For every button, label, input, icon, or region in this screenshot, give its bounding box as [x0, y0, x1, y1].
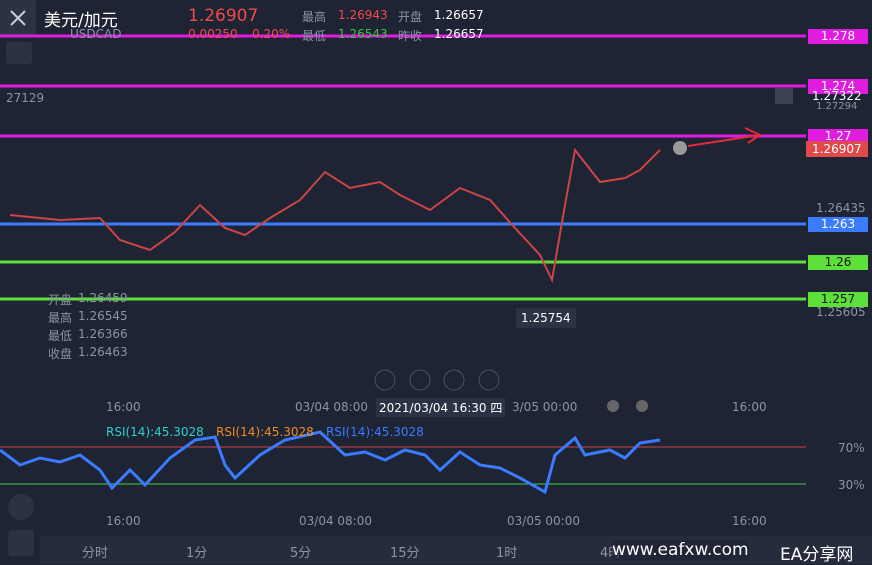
scroll-end[interactable] [443, 369, 465, 391]
level-label: 1.257 [808, 292, 868, 307]
rsi-level: 70% [838, 441, 865, 455]
stat-value: 1.26943 [338, 8, 388, 22]
info-icon[interactable] [673, 141, 687, 155]
crosshair-time: 2021/03/04 16:30 四 [376, 398, 506, 417]
time-label: 03/04 08:00 [299, 514, 372, 528]
price-axis-current: 1.26907 [806, 141, 868, 157]
time-label: 16:00 [106, 400, 141, 414]
time-label: 03/04 08:00 [295, 400, 368, 414]
stat-label: 昨收 [398, 29, 423, 43]
timeframe-tab[interactable]: 15分 [390, 546, 420, 561]
price-axis-label: 1.27322 [812, 89, 862, 103]
time-label: 16:00 [106, 514, 141, 528]
timeframe-tab[interactable]: 1时 [496, 546, 518, 561]
alert-button[interactable] [775, 88, 793, 104]
zoom-out[interactable] [374, 369, 396, 391]
watermark-brand: EA分享网 [780, 545, 854, 565]
stat-value: 1.26657 [434, 27, 484, 41]
stat-value: 1.26657 [434, 8, 484, 22]
close-icon [10, 10, 26, 26]
draw-button[interactable] [8, 494, 34, 520]
level-label: 1.274 [808, 79, 868, 94]
time-label: 03/05 00:00 [507, 514, 580, 528]
code: USDCAD [70, 27, 122, 41]
price-axis-label: 1.25605 [816, 305, 866, 319]
rsi-legend: RSI(14):45.3028 [106, 425, 204, 439]
timeframe-tab[interactable]: 5分 [290, 546, 312, 561]
left-label: 27129 [6, 91, 45, 105]
time-label: 3/05 00:00 [512, 400, 578, 414]
timeframe-tab[interactable]: 分时 [82, 546, 109, 561]
collapse-button[interactable] [6, 42, 32, 64]
ohlc-value: 1.26545 [78, 309, 128, 323]
stat-value: 1.26543 [338, 27, 388, 41]
level-label: 1.27 [808, 129, 868, 144]
ohlc-value: 1.26463 [78, 345, 128, 359]
level-label: 1.278 [808, 29, 868, 44]
change-pct: 0.20% [252, 27, 291, 41]
ohlc-label: 最高 [48, 311, 73, 325]
price-axis-label: 1.27294 [816, 101, 858, 112]
ohlc-value: 1.26459 [78, 291, 128, 305]
scroll-start[interactable] [409, 369, 431, 391]
price-line [9, 147, 661, 284]
stat-label: 最高 [302, 10, 327, 24]
time-label: 16:00 [732, 400, 767, 414]
watermark-site: www.eafxw.com [612, 540, 749, 560]
ohlc-label: 开盘 [48, 293, 73, 307]
stat-label: 最低 [302, 29, 327, 43]
ohlc-value: 1.26366 [78, 327, 128, 341]
rsi-line [0, 430, 661, 495]
rsi-level: 30% [838, 478, 865, 492]
price-axis-label: 1.26435 [816, 201, 866, 215]
level-label: 1.263 [808, 217, 868, 232]
price: 1.26907 [188, 6, 259, 26]
trend-arrow [687, 127, 763, 147]
level-label: 1.26 [808, 255, 868, 270]
symbol[interactable]: 美元/加元 [44, 11, 118, 31]
ohlc-label: 收盘 [48, 347, 73, 361]
timeframe-tab[interactable]: 1分 [186, 546, 208, 561]
indicator-button[interactable] [8, 530, 34, 556]
rsi-legend: RSI(14):45.3028 [326, 425, 424, 439]
toggle[interactable] [607, 400, 619, 412]
stat-label: 开盘 [398, 10, 423, 24]
zoom-in[interactable] [478, 369, 500, 391]
ohlc-label: 最低 [48, 329, 73, 343]
change: 0.00250 [188, 27, 238, 41]
rsi-legend: RSI(14):45.3028 [216, 425, 314, 439]
low-marker: 1.25754 [516, 308, 576, 328]
toggle[interactable] [636, 400, 648, 412]
time-label: 16:00 [732, 514, 767, 528]
